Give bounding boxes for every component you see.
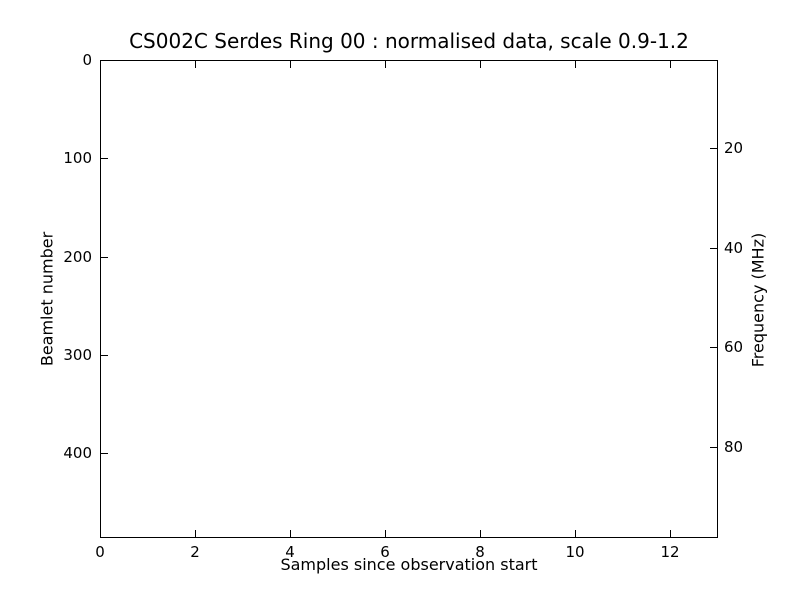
x-tick-label: 0: [95, 543, 105, 561]
x-tick-label: 12: [660, 543, 680, 561]
y-right-tick-label: 40: [724, 239, 744, 257]
x-tick-mark-top: [480, 61, 481, 68]
y-left-tick-label: 0: [82, 51, 92, 69]
x-tick-label: 2: [190, 543, 200, 561]
x-tick-mark-bottom: [670, 530, 671, 537]
x-tick-mark-bottom: [480, 530, 481, 537]
y-right-tick-label: 60: [724, 338, 744, 356]
x-tick-mark-top: [385, 61, 386, 68]
x-tick-label: 8: [475, 543, 485, 561]
x-tick-label: 10: [565, 543, 585, 561]
y-right-tick-label: 20: [724, 139, 744, 157]
x-axis-label: Samples since observation start: [280, 555, 538, 574]
x-tick-mark-top: [195, 61, 196, 68]
x-tick-mark-bottom: [575, 530, 576, 537]
x-tick-label: 6: [380, 543, 390, 561]
y-left-tick-mark: [101, 257, 108, 258]
y-left-tick-label: 400: [63, 444, 92, 462]
x-tick-mark-bottom: [385, 530, 386, 537]
x-tick-label: 4: [285, 543, 295, 561]
y-right-tick-mark: [710, 148, 717, 149]
y-right-tick-label: 80: [724, 438, 744, 456]
y-left-tick-mark: [101, 60, 108, 61]
x-tick-mark-top: [670, 61, 671, 68]
y-left-tick-label: 300: [63, 346, 92, 364]
chart-title: CS002C Serdes Ring 00 : normalised data,…: [129, 29, 689, 53]
y-right-tick-mark: [710, 347, 717, 348]
y-left-tick-mark: [101, 355, 108, 356]
y-right-tick-mark: [710, 447, 717, 448]
x-tick-mark-bottom: [290, 530, 291, 537]
x-tick-mark-top: [100, 61, 101, 68]
x-tick-mark-top: [575, 61, 576, 68]
y-left-tick-label: 100: [63, 149, 92, 167]
y-left-tick-label: 200: [63, 248, 92, 266]
x-tick-mark-top: [290, 61, 291, 68]
x-tick-mark-bottom: [195, 530, 196, 537]
y-left-tick-mark: [101, 453, 108, 454]
x-tick-mark-bottom: [100, 530, 101, 537]
plot-area: [100, 60, 718, 538]
y-right-tick-mark: [710, 248, 717, 249]
y-left-tick-mark: [101, 158, 108, 159]
